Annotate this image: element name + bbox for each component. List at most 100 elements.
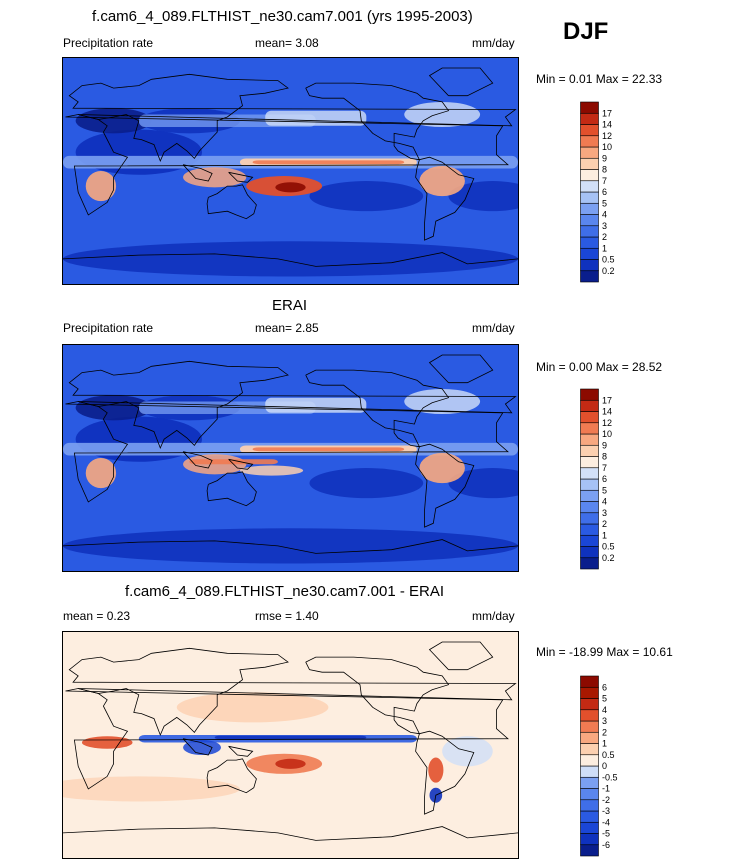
panel-1-units-label: mm/day bbox=[472, 36, 515, 50]
colorbar-box bbox=[580, 236, 599, 249]
colorbar-box bbox=[580, 411, 599, 424]
panel-3-colorbar: -6 -5 -4 -3 -2 -1 -0.5 0 0.5 1 2 3 4 5 6 bbox=[580, 675, 630, 857]
spcz-feature bbox=[239, 465, 304, 476]
coastline bbox=[228, 745, 254, 757]
colorbar-tick-label: 5 bbox=[602, 694, 607, 704]
precip-band bbox=[265, 110, 367, 126]
coastline bbox=[206, 471, 257, 507]
coastline bbox=[182, 738, 213, 756]
colorbar-box bbox=[580, 135, 599, 148]
season-label: DJF bbox=[563, 18, 609, 45]
coastline bbox=[305, 82, 450, 161]
coastline bbox=[428, 67, 494, 97]
colorbar-tick-label: 7 bbox=[602, 176, 607, 186]
colorbar-tick-label: 1 bbox=[602, 530, 607, 540]
panel-3-minmax-label: Min = -18.99 Max = 10.61 bbox=[536, 645, 673, 659]
panel-1-mean-label: mean= 3.08 bbox=[255, 36, 319, 50]
colorbar-box bbox=[580, 191, 599, 204]
panel-2-units-label: mm/day bbox=[472, 321, 515, 335]
coastline bbox=[428, 354, 494, 384]
colorbar-box bbox=[580, 101, 599, 114]
colorbar-tick-label: 0.2 bbox=[602, 553, 615, 563]
colorbar-box bbox=[580, 202, 599, 215]
colorbar-tick-label: 7 bbox=[602, 463, 607, 473]
colorbar-tick-label: 10 bbox=[602, 429, 612, 439]
colorbar-box bbox=[580, 124, 599, 137]
panel-2-map bbox=[62, 344, 519, 572]
coastline bbox=[63, 252, 518, 267]
colorbar-box bbox=[580, 821, 599, 834]
colorbar-tick-label: 12 bbox=[602, 131, 612, 141]
coastline bbox=[415, 443, 475, 528]
precip-band bbox=[252, 447, 405, 452]
panel-2-variable-label: Precipitation rate bbox=[63, 321, 154, 335]
field-background bbox=[63, 632, 518, 858]
coastline bbox=[305, 656, 450, 735]
colorbar-box bbox=[580, 112, 599, 125]
panel-3-rmse-label: rmse = 1.40 bbox=[255, 609, 319, 623]
colorbar-tick-label: 1 bbox=[602, 739, 607, 749]
colorbar-box bbox=[580, 754, 599, 767]
coastline bbox=[182, 164, 213, 182]
colorbar-tick-label: 2 bbox=[602, 519, 607, 529]
colorbar-box bbox=[580, 225, 599, 238]
panel-1-map bbox=[62, 57, 519, 285]
panel-1-map-field bbox=[63, 58, 518, 284]
colorbar-tick-label: 4 bbox=[602, 210, 607, 220]
colorbar-box bbox=[580, 731, 599, 744]
colorbar-box bbox=[580, 512, 599, 525]
coastline bbox=[63, 826, 518, 841]
panel-2-minmax-label: Min = 0.00 Max = 28.52 bbox=[536, 360, 663, 374]
diff-feature bbox=[183, 739, 221, 756]
panel-3-title: f.cam6_4_089.FLTHIST_ne30.cam7.001 - ERA… bbox=[125, 583, 445, 600]
colorbar-tick-label: 3 bbox=[602, 716, 607, 726]
colorbar-tick-label: 6 bbox=[602, 682, 607, 692]
diff-feature bbox=[81, 736, 133, 749]
convective-region bbox=[419, 165, 465, 197]
colorbar-tick-label: 17 bbox=[602, 108, 612, 118]
colorbar-tick-label: 3 bbox=[602, 221, 607, 231]
colorbar-tick-label: 14 bbox=[602, 120, 612, 130]
convective-region bbox=[183, 167, 247, 188]
colorbar-tick-label: 5 bbox=[602, 485, 607, 495]
coastline bbox=[415, 730, 475, 815]
colorbar-box bbox=[580, 157, 599, 170]
colorbar-box bbox=[580, 810, 599, 823]
colorbar-tick-label: -4 bbox=[602, 817, 610, 827]
colorbar-box bbox=[580, 557, 599, 570]
diff-feature bbox=[428, 757, 444, 783]
colorbar-box bbox=[580, 534, 599, 547]
colorbar-box bbox=[580, 501, 599, 514]
dry-region bbox=[309, 468, 424, 499]
colorbar-box bbox=[580, 675, 599, 688]
colorbar-tick-label: 0.2 bbox=[602, 266, 615, 276]
colorbar-tick-label: 9 bbox=[602, 153, 607, 163]
colorbar-tick-label: 2 bbox=[602, 232, 607, 242]
dry-region bbox=[448, 468, 518, 499]
colorbar-tick-label: 10 bbox=[602, 142, 612, 152]
coastline bbox=[415, 156, 475, 241]
colorbar-box bbox=[580, 259, 599, 272]
colorbar-box bbox=[580, 270, 599, 283]
colorbar-box bbox=[580, 467, 599, 480]
colorbar-tick-label: 5 bbox=[602, 198, 607, 208]
colorbar-box bbox=[580, 844, 599, 857]
diff-feature bbox=[176, 692, 329, 723]
colorbar-tick-label: 0.5 bbox=[602, 750, 615, 760]
colorbar-box bbox=[580, 214, 599, 227]
colorbar-box bbox=[580, 478, 599, 491]
colorbar-tick-label: 2 bbox=[602, 727, 607, 737]
colorbar-box bbox=[580, 799, 599, 812]
colorbar-tick-label: -2 bbox=[602, 795, 610, 805]
colorbar-tick-label: 14 bbox=[602, 407, 612, 417]
coastline bbox=[182, 451, 213, 469]
colorbar-box bbox=[580, 146, 599, 159]
colorbar-box bbox=[580, 180, 599, 193]
coastline bbox=[68, 73, 517, 163]
panel-1-minmax-label: Min = 0.01 Max = 22.33 bbox=[536, 72, 663, 86]
colorbar-box bbox=[580, 765, 599, 778]
colorbar-tick-label: 4 bbox=[602, 497, 607, 507]
colorbar-tick-label: 0.5 bbox=[602, 542, 615, 552]
dry-region bbox=[309, 181, 424, 212]
colorbar-tick-label: 0.5 bbox=[602, 255, 615, 265]
